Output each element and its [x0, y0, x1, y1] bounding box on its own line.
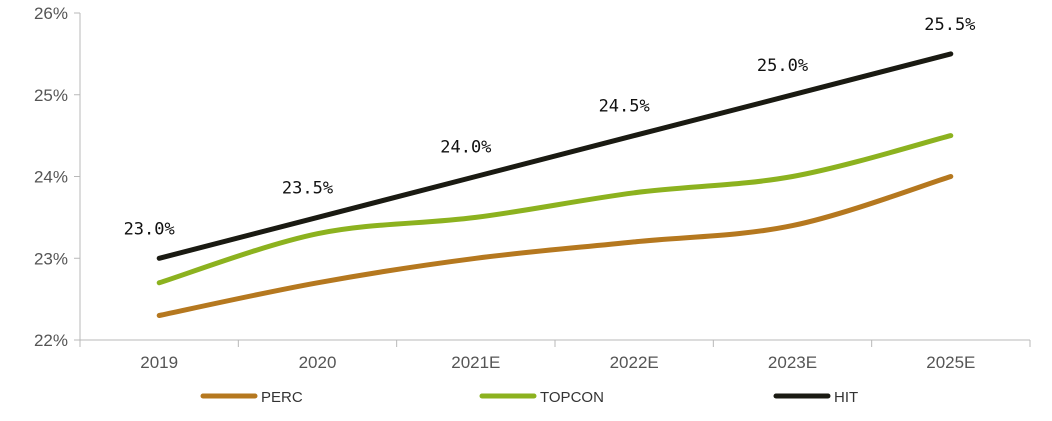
series-lines: [156, 51, 954, 318]
y-tick-label: 22%: [34, 331, 68, 350]
x-tick-label: 2025E: [926, 353, 975, 372]
x-tick-label: 2021E: [451, 353, 500, 372]
x-tick-label: 2020: [299, 353, 337, 372]
series-line-topcon: [156, 133, 954, 286]
legend-label-topcon: TOPCON: [540, 389, 604, 406]
y-tick-label: 23%: [34, 249, 68, 268]
x-tick-label: 2022E: [610, 353, 659, 372]
x-tick-label: 2019: [140, 353, 178, 372]
y-tick-label: 24%: [34, 168, 68, 187]
y-tick-label: 26%: [34, 4, 68, 23]
legend-label-perc: PERC: [261, 389, 303, 406]
data-label: 23.0%: [124, 219, 175, 239]
series-line-hit: [156, 51, 954, 261]
legend-label-hit: HIT: [834, 389, 858, 406]
data-label: 25.0%: [757, 56, 808, 76]
legend: PERC TOPCON HIT: [200, 389, 858, 406]
axes: 22% 23% 24% 25% 26% 2019 2020 2021E 2022E 2023E 20…: [34, 4, 1031, 372]
data-labels: 23.0% 23.5% 24.0% 24.5% 25.0% 25.5%: [124, 15, 976, 239]
x-tick-label: 2023E: [768, 353, 817, 372]
data-label: 24.0%: [440, 138, 491, 158]
data-label: 24.5%: [599, 97, 650, 117]
data-label: 25.5%: [924, 15, 975, 35]
series-line-perc: [156, 174, 954, 318]
y-tick-label: 25%: [34, 86, 68, 105]
data-label: 23.5%: [282, 178, 333, 198]
